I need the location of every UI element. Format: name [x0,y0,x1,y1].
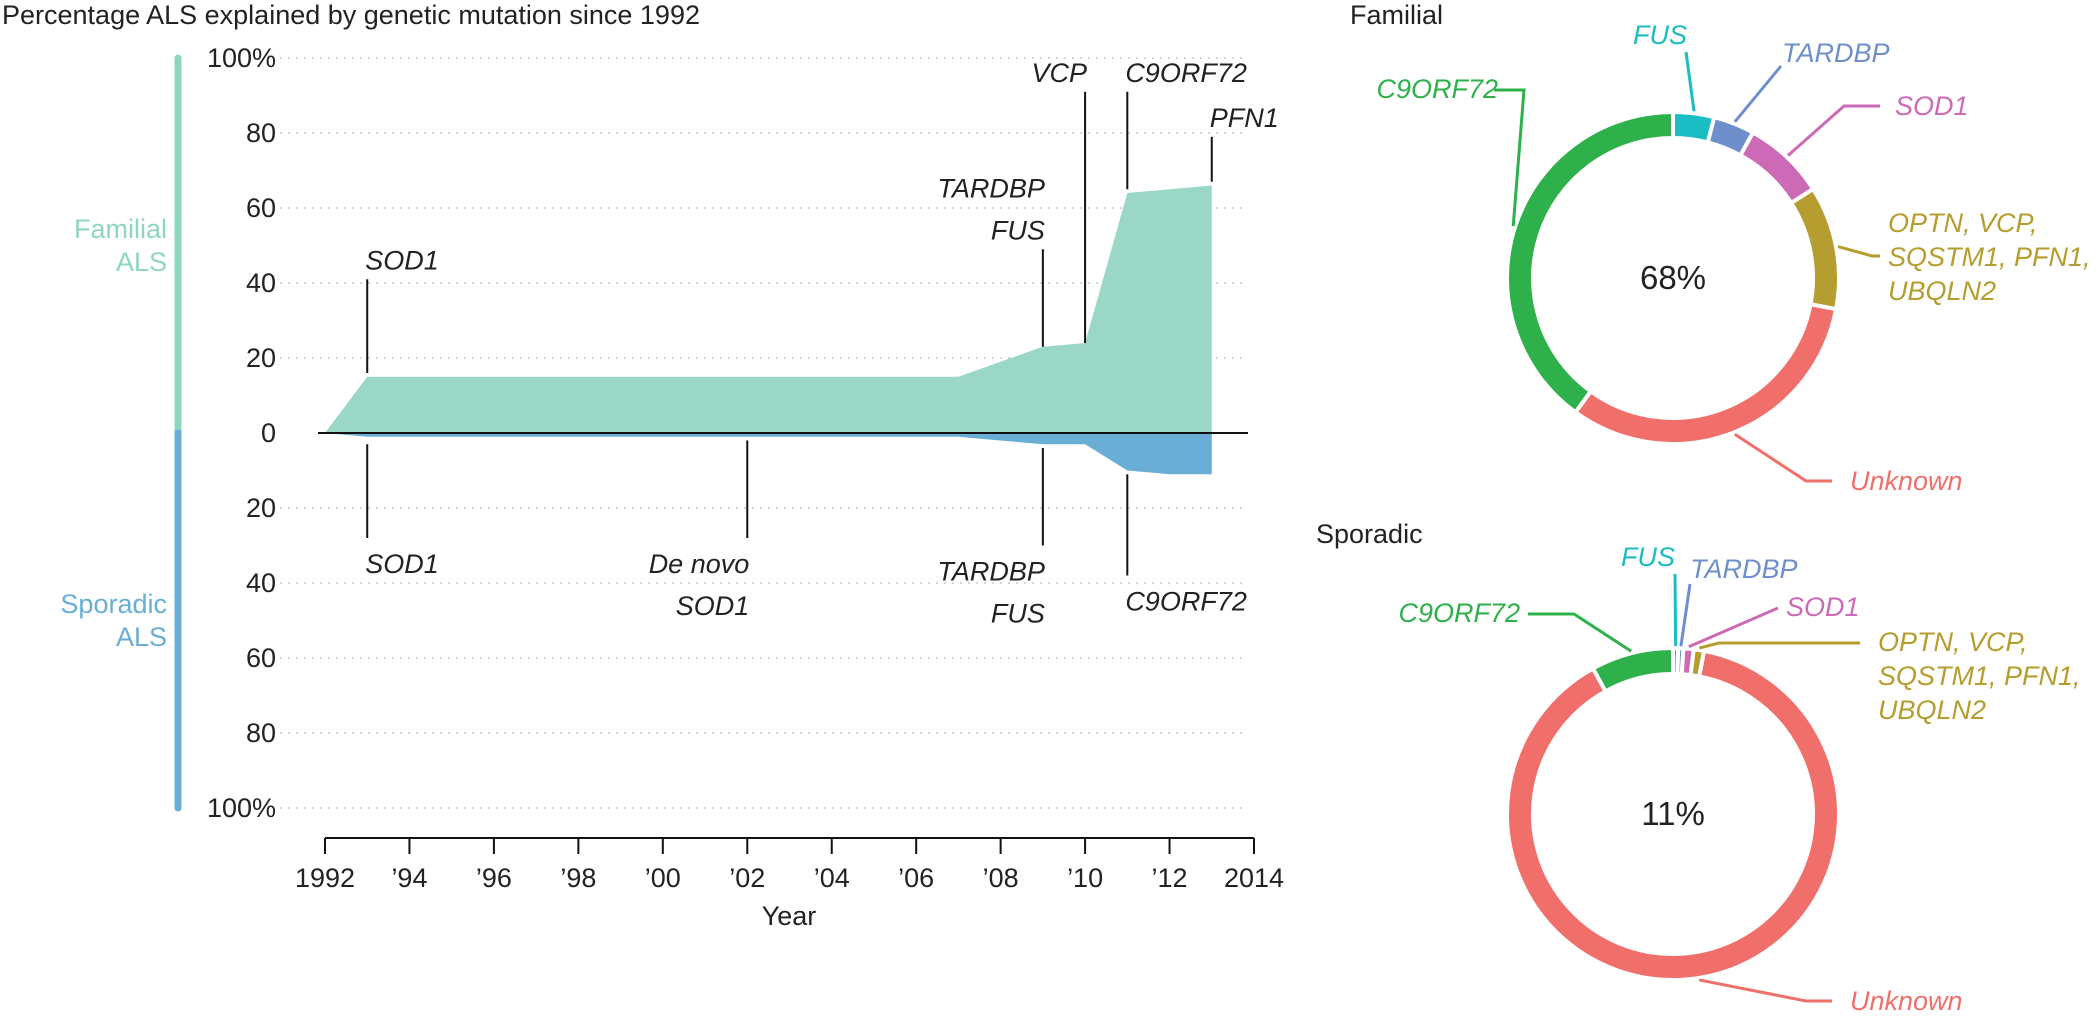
annotation-label: De novo [649,549,750,579]
slice-optn-vcp-sqstm1-pfn1-ubqln2 [1788,186,1841,312]
slice-unknown [1505,648,1841,982]
annotation-label: SOD1 [676,591,750,621]
leader-unknown [1734,432,1832,483]
annotation-label: PFN1 [1210,103,1279,133]
annotation-label: FUS [991,599,1045,629]
leader-unknown [1698,978,1832,1003]
leader-tardbp [1733,65,1783,123]
area-familial-als [325,185,1212,433]
side-label: Sporadic [60,589,167,619]
label-c9orf72: C9ORF72 [1376,74,1498,104]
x-tick-label: ’04 [814,863,850,893]
label-optn-vcp-sqstm1-pfn1-ubqln2: UBQLN2 [1888,276,1996,306]
slice-unknown [1572,301,1839,446]
y-tick-label: 20 [246,493,276,523]
leader-sod1 [1787,104,1880,157]
annotation-label: TARDBP [937,173,1045,203]
x-tick-label: 2014 [1224,863,1284,893]
x-tick-label: ’00 [645,863,681,893]
leader-optn-vcp-sqstm1-pfn1-ubqln2 [1698,641,1860,650]
y-tick-label: 80 [246,118,276,148]
x-tick-label: ’08 [983,863,1019,893]
x-tick-label: ’98 [560,863,596,893]
annotation-label: C9ORF72 [1125,587,1247,617]
annotation-label: FUS [991,215,1045,245]
annotation-label: SOD1 [365,549,439,579]
annotation-label: TARDBP [937,557,1045,587]
label-c9orf72: C9ORF72 [1398,598,1520,628]
x-tick-label: ’12 [1152,863,1188,893]
sporadic-pie-title: Sporadic [1316,519,1423,549]
label-unknown: Unknown [1850,466,1963,496]
side-label: Familial [74,214,167,244]
center-percentage: 68% [1640,259,1706,296]
side-label: ALS [116,247,167,277]
y-tick-label: 80 [246,718,276,748]
label-optn-vcp-sqstm1-pfn1-ubqln2: SQSTM1, PFN1, [1888,242,2091,272]
y-tick-label: 100% [207,793,276,823]
x-axis-title: Year [762,901,817,931]
y-tick-label: 60 [246,193,276,223]
leader-c9orf72 [1494,88,1526,227]
annotation-label: VCP [1032,58,1088,88]
y-tick-label: 60 [246,643,276,673]
area-sporadic-als [325,433,1212,475]
label-optn-vcp-sqstm1-pfn1-ubqln2: OPTN, VCP, [1888,208,2038,238]
leader-optn-vcp-sqstm1-pfn1-ubqln2 [1837,245,1880,258]
leader-tardbp [1679,583,1692,647]
x-tick-label: ’96 [476,863,512,893]
slice-c9orf72 [1505,109,1675,416]
slice-c9orf72 [1590,645,1675,695]
sporadic-donut: 11% FUS TARDBP SOD1 OPTN, VCP, SQSTM1, PFN1, U… [1398,542,2080,1016]
label-sod1: SOD1 [1895,91,1969,121]
label-tardbp: TARDBP [1782,38,1890,68]
center-percentage: 11% [1641,795,1705,832]
y-tick-label: 100% [207,43,276,73]
familial-pie-title: Familial [1350,0,1443,30]
x-tick-label: ’02 [729,863,765,893]
x-tick-label: ’10 [1067,863,1103,893]
label-unknown: Unknown [1850,986,1963,1016]
y-tick-label: 40 [246,268,276,298]
label-optn-vcp-sqstm1-pfn1-ubqln2: SQSTM1, PFN1, [1878,661,2081,691]
label-sod1: SOD1 [1786,592,1860,622]
area-chart: FamilialALSSporadicALS100%80604020020406… [60,43,1284,893]
x-tick-label: ’06 [898,863,934,893]
area-chart-title: Percentage ALS explained by genetic muta… [2,0,700,30]
leader-fus [1684,51,1696,112]
leader-sod1 [1688,606,1779,649]
annotation-label: C9ORF72 [1125,58,1247,88]
label-optn-vcp-sqstm1-pfn1-ubqln2: OPTN, VCP, [1878,627,2028,657]
label-fus: FUS [1621,542,1675,572]
label-fus: FUS [1633,20,1687,50]
y-tick-label: 0 [261,418,276,448]
leader-c9orf72 [1528,612,1633,653]
y-tick-label: 40 [246,568,276,598]
label-tardbp: TARDBP [1690,554,1798,584]
x-tick-label: ’94 [391,863,427,893]
y-tick-label: 20 [246,343,276,373]
leader-fus [1673,573,1678,647]
label-optn-vcp-sqstm1-pfn1-ubqln2: UBQLN2 [1878,695,1986,725]
side-label: ALS [116,622,167,652]
x-tick-label: 1992 [295,863,355,893]
annotation-label: SOD1 [365,245,439,275]
